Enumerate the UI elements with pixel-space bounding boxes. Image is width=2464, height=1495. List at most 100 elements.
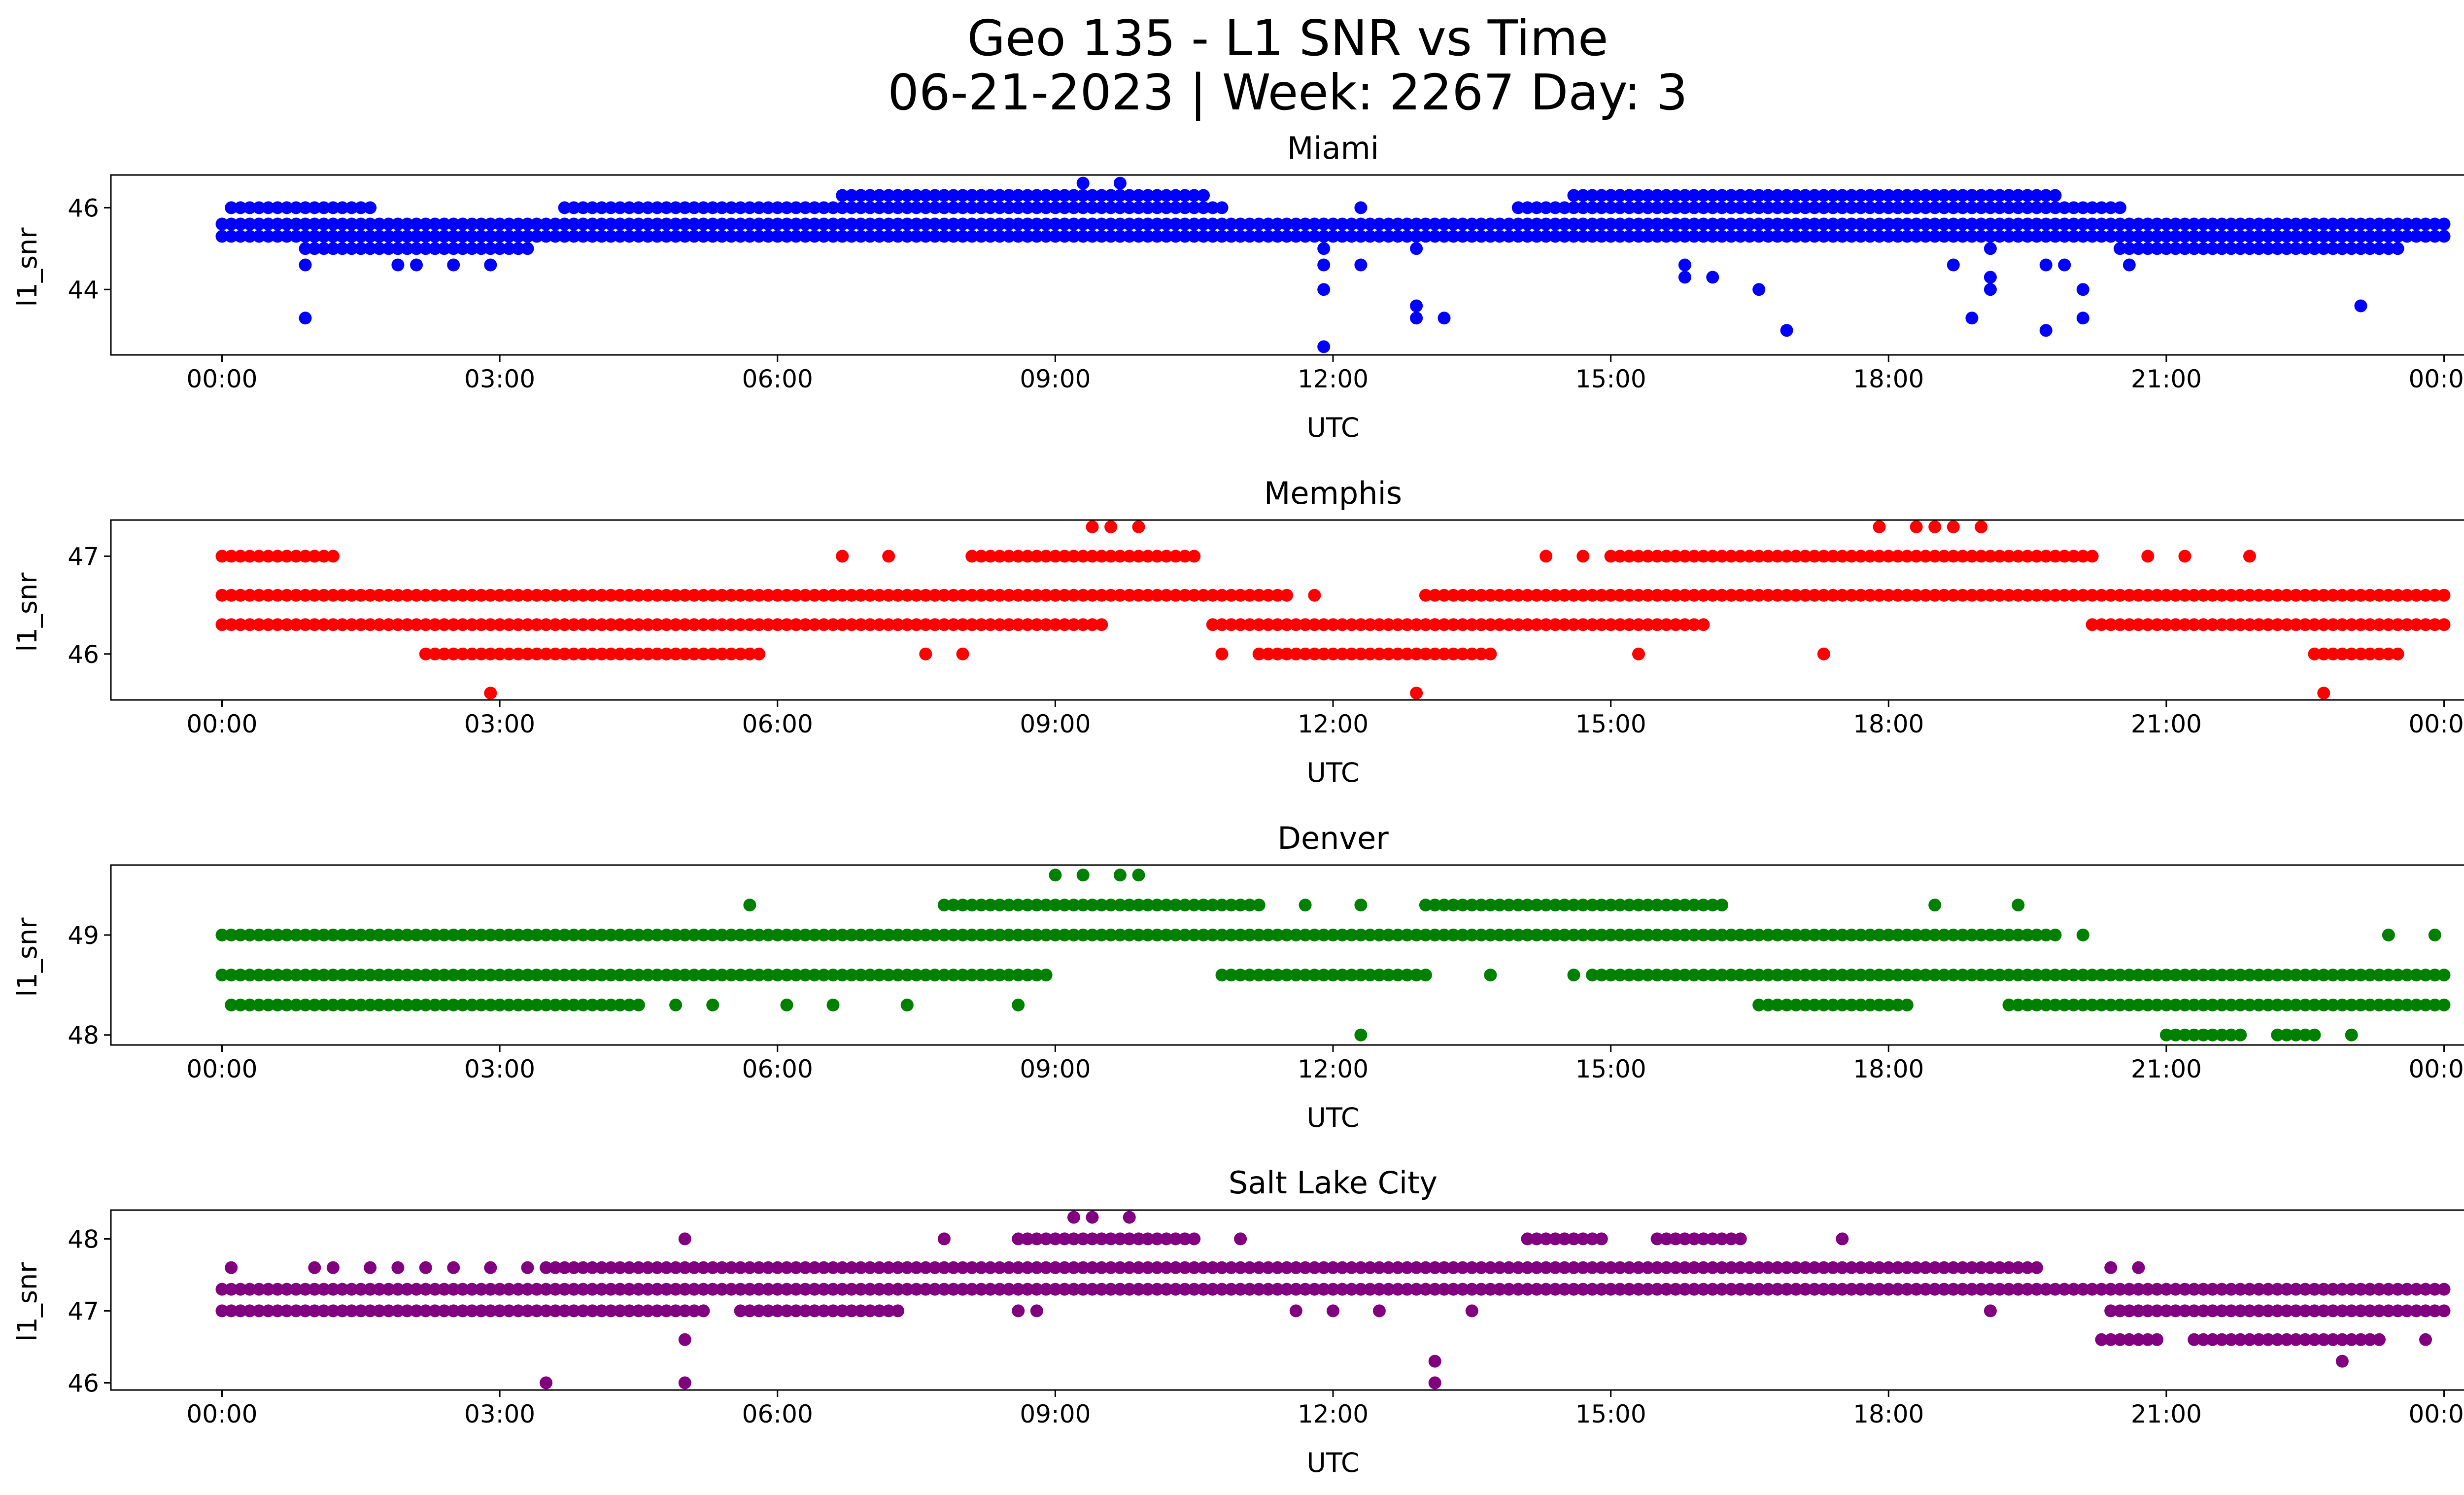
- data-point: [326, 217, 340, 231]
- data-point: [1650, 550, 1664, 563]
- data-point: [308, 1261, 321, 1274]
- data-point: [299, 258, 312, 272]
- data-point: [2243, 618, 2256, 631]
- data-point: [299, 1304, 312, 1318]
- data-point: [900, 618, 914, 631]
- data-point: [1808, 217, 1821, 231]
- data-point: [1993, 201, 2006, 214]
- data-point: [2002, 589, 2016, 602]
- data-point: [1132, 230, 1145, 243]
- data-point: [456, 1283, 469, 1296]
- data-point: [1808, 201, 1821, 214]
- data-point: [1660, 230, 1673, 243]
- data-point: [2169, 217, 2182, 231]
- data-point: [1521, 1232, 1534, 1246]
- data-point: [1669, 899, 1682, 912]
- data-point: [706, 589, 719, 602]
- data-point: [1780, 217, 1793, 231]
- data-point: [1938, 550, 1951, 563]
- data-point: [2410, 589, 2423, 602]
- data-point: [1975, 189, 1988, 202]
- data-point: [789, 217, 803, 231]
- data-point: [928, 928, 942, 941]
- data-point: [1141, 217, 1155, 231]
- data-point: [928, 189, 942, 202]
- data-point: [1817, 589, 1830, 602]
- data-point: [410, 242, 423, 255]
- data-point: [641, 1304, 654, 1318]
- data-point: [1900, 201, 1914, 214]
- data-point: [1372, 928, 1386, 941]
- data-point: [1947, 928, 1960, 941]
- data-point: [326, 1283, 340, 1296]
- data-point: [1734, 1232, 1747, 1246]
- data-point: [1280, 230, 1294, 243]
- data-point: [1289, 1261, 1302, 1274]
- data-point: [2159, 618, 2173, 631]
- data-point: [1567, 1261, 1580, 1274]
- data-point: [1530, 1261, 1543, 1274]
- data-point: [1650, 589, 1664, 602]
- data-point: [1993, 217, 2006, 231]
- data-point: [1650, 201, 1664, 214]
- data-point: [1012, 1304, 1025, 1318]
- data-point: [2261, 217, 2275, 231]
- data-point: [753, 589, 766, 602]
- data-point: [1132, 1283, 1145, 1296]
- data-point: [465, 589, 479, 602]
- data-point: [1364, 1261, 1377, 1274]
- data-point: [2076, 283, 2089, 296]
- data-point: [1039, 189, 1053, 202]
- data-point: [548, 928, 562, 941]
- data-point: [1372, 230, 1386, 243]
- data-point: [1540, 1261, 1553, 1274]
- data-point: [299, 550, 312, 563]
- x-tick-label: 18:00: [1853, 710, 1924, 738]
- data-point: [1567, 618, 1580, 631]
- data-point: [1521, 899, 1534, 912]
- data-point: [1586, 217, 1599, 231]
- data-point: [447, 1304, 460, 1318]
- data-point: [2252, 1304, 2265, 1318]
- data-point: [1669, 618, 1682, 631]
- data-point: [1576, 550, 1590, 563]
- data-point: [2243, 1304, 2256, 1318]
- data-point: [1372, 1283, 1386, 1296]
- data-point: [2345, 230, 2358, 243]
- data-point: [2188, 1333, 2201, 1346]
- data-point: [2271, 217, 2284, 231]
- data-point: [280, 1283, 293, 1296]
- data-point: [1474, 230, 1488, 243]
- data-point: [1548, 1283, 1562, 1296]
- data-point: [1511, 230, 1525, 243]
- data-point: [1039, 201, 1053, 214]
- data-point: [1058, 550, 1071, 563]
- data-point: [1160, 899, 1173, 912]
- data-point: [1511, 899, 1525, 912]
- data-point: [836, 969, 849, 982]
- data-point: [993, 550, 1006, 563]
- data-point: [252, 201, 266, 214]
- data-point: [1521, 618, 1534, 631]
- data-point: [336, 998, 349, 1011]
- data-point: [1715, 1232, 1729, 1246]
- data-point: [2039, 217, 2053, 231]
- data-point: [2335, 230, 2349, 243]
- data-point: [1160, 201, 1173, 214]
- data-point: [289, 1283, 303, 1296]
- data-point: [2151, 217, 2164, 231]
- panel-title: Memphis: [1264, 475, 1402, 511]
- data-point: [734, 589, 747, 602]
- data-point: [1947, 589, 1960, 602]
- data-point: [419, 1304, 432, 1318]
- data-point: [1808, 1261, 1821, 1274]
- x-axis-label: UTC: [1306, 757, 1359, 788]
- data-point: [632, 230, 645, 243]
- data-point: [2197, 1283, 2210, 1296]
- data-point: [1919, 1283, 1932, 1296]
- data-point: [1836, 1261, 1849, 1274]
- data-point: [2243, 998, 2256, 1011]
- data-point: [882, 1304, 895, 1318]
- data-point: [308, 589, 321, 602]
- data-point: [243, 230, 256, 243]
